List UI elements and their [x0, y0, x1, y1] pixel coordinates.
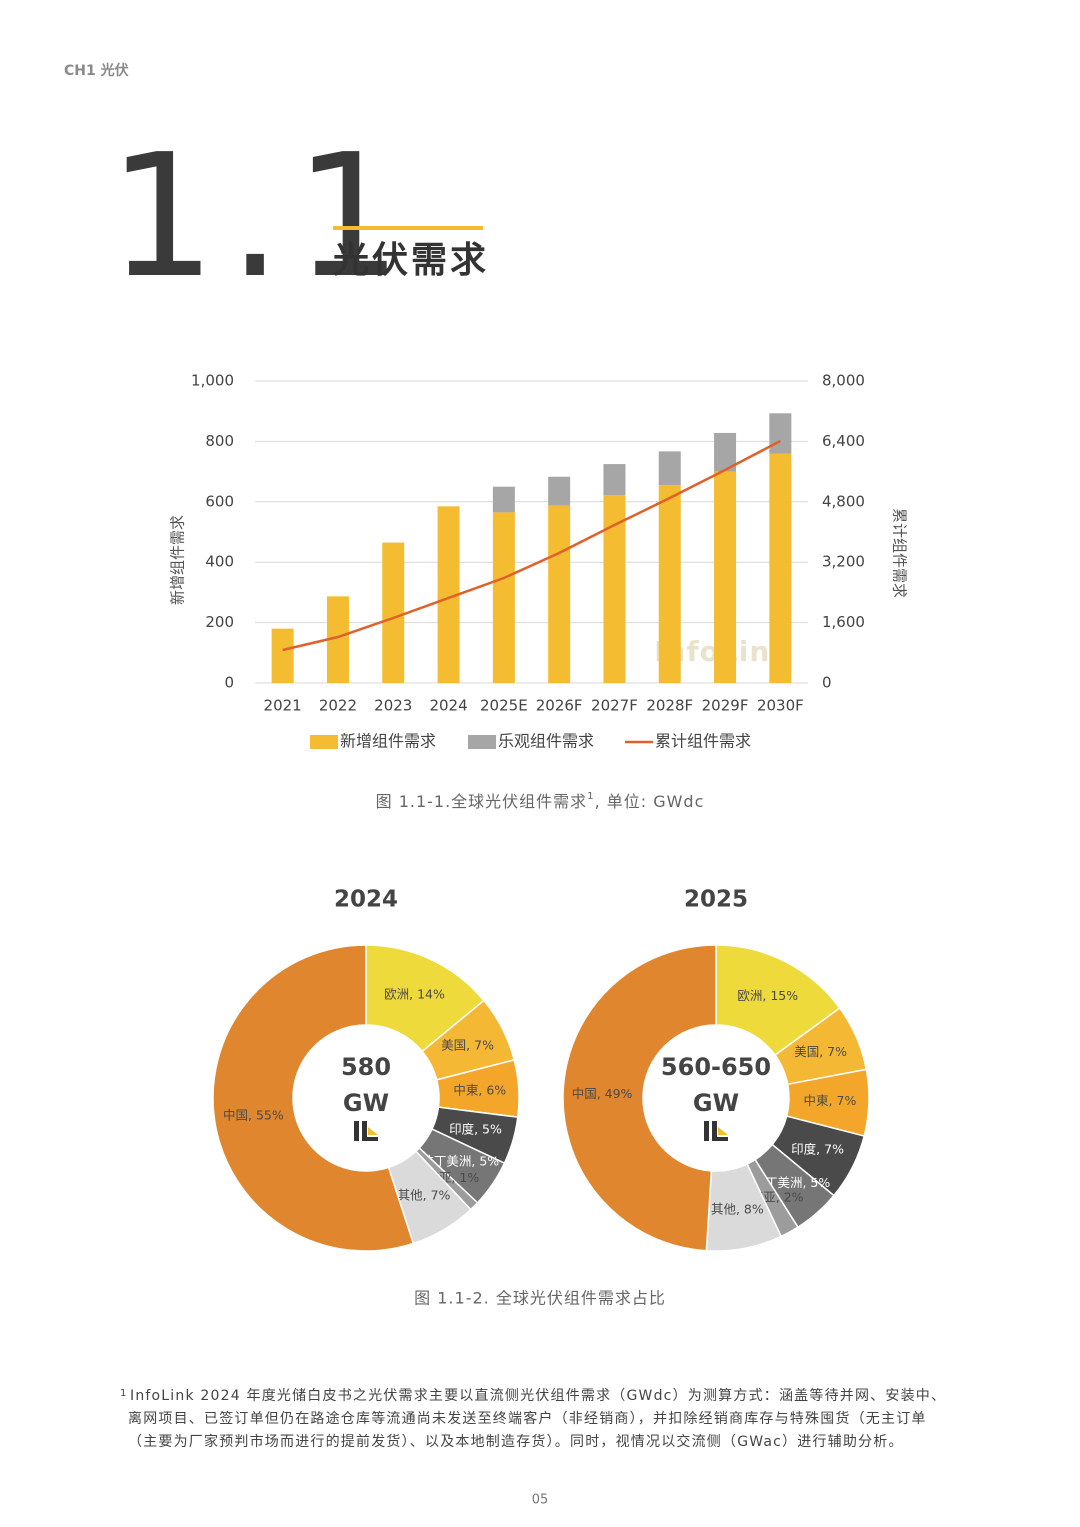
logo-accent: [368, 1127, 378, 1135]
caption-part: , 单位: GWdc: [595, 792, 705, 811]
pie-title: 2024: [334, 887, 398, 913]
bar: [714, 471, 737, 683]
slice-label: 拉丁美洲, 5%: [421, 1154, 499, 1169]
slice-label: 中東, 6%: [453, 1082, 506, 1097]
y2-tick-label: 1,600: [822, 613, 865, 631]
y-tick-label: 1,000: [191, 372, 234, 390]
y-tick-label: 0: [224, 674, 234, 692]
slice-label: 欧洲, 14%: [384, 986, 445, 1001]
slice-label: 中国, 55%: [223, 1107, 284, 1122]
center-text: GW: [343, 1089, 389, 1117]
logo-bar: [704, 1121, 709, 1141]
y2-tick-label: 4,800: [822, 492, 865, 510]
slice-label: 中東, 7%: [804, 1093, 857, 1108]
bar: [658, 451, 681, 486]
pie-title: 2025: [684, 887, 748, 913]
bar: [714, 432, 737, 472]
legend-swatch: [468, 735, 496, 749]
y2-tick-label: 0: [822, 674, 832, 692]
center-logo: [354, 1121, 378, 1141]
caption-part: 1: [587, 791, 594, 802]
footnote-line: （主要为厂家预判市场而进行的提前发货）、以及本地制造存货）。同时，视情况以交流侧…: [128, 1433, 904, 1450]
caption-part: 图 1.1-1.全球光伏组件需求: [376, 792, 588, 811]
bar: [326, 596, 349, 683]
footnote-marker: 1: [120, 1388, 126, 1399]
y-tick-label: 800: [205, 432, 234, 450]
x-tick-label: 2023: [374, 697, 412, 715]
logo-bar: [712, 1137, 728, 1141]
footnote-line: 离网项目、已签订单但仍在路途仓库等流通尚未发送至终端客户（非经销商），并扣除经销…: [128, 1410, 927, 1427]
pie-slice: [212, 944, 415, 1252]
bar: [492, 512, 515, 683]
bar: [271, 628, 294, 683]
x-tick-label: 2030F: [757, 697, 804, 715]
bar: [548, 476, 571, 506]
bar: [548, 505, 571, 683]
logo-bar: [362, 1137, 378, 1141]
y2-tick-label: 6,400: [822, 432, 865, 450]
slice-label: 印度, 7%: [791, 1141, 844, 1156]
section-number: 1.1: [108, 118, 414, 316]
bar: [492, 486, 515, 513]
x-tick-label: 2022: [319, 697, 357, 715]
center-text: 560-650: [661, 1053, 771, 1081]
logo-accent: [718, 1127, 728, 1135]
x-tick-label: 2028F: [646, 697, 693, 715]
bar: [603, 464, 626, 496]
logo-bar: [362, 1121, 367, 1141]
y-tick-label: 400: [205, 553, 234, 571]
slice-label: 欧洲, 15%: [737, 988, 798, 1003]
chapter-label: CH1 光伏: [64, 62, 129, 79]
y-axis-label: 新增组件需求: [169, 515, 187, 605]
pie-slice: [562, 944, 717, 1252]
y2-axis-label: 累计组件需求: [891, 508, 909, 598]
y-tick-label: 600: [205, 492, 234, 510]
x-tick-label: 2021: [264, 697, 302, 715]
legend-label: 新增组件需求: [340, 732, 436, 751]
bar: [603, 495, 626, 683]
y2-tick-label: 8,000: [822, 372, 865, 390]
slice-label: 其他, 8%: [711, 1201, 764, 1216]
slice-label: 美国, 7%: [794, 1044, 847, 1059]
logo-bar: [712, 1121, 717, 1141]
x-tick-label: 2025E: [480, 697, 528, 715]
section-title: 光伏需求: [333, 240, 489, 281]
page-number: 05: [532, 1493, 549, 1508]
y2-tick-label: 3,200: [822, 553, 865, 571]
chart-caption: 图 1.1-1.全球光伏组件需求1, 单位: GWdc: [376, 791, 705, 811]
x-tick-label: 2026F: [536, 697, 583, 715]
slice-label: 其他, 7%: [398, 1188, 451, 1203]
footnote-line: InfoLink 2024 年度光储白皮书之光伏需求主要以直流侧光伏组件需求（G…: [130, 1387, 946, 1404]
slice-label: 印度, 5%: [449, 1121, 502, 1136]
logo-bar: [354, 1121, 359, 1141]
x-tick-label: 2029F: [702, 697, 749, 715]
x-tick-label: 2027F: [591, 697, 638, 715]
cumulative-line: [282, 439, 781, 652]
pie-caption: 图 1.1-2. 全球光伏组件需求占比: [414, 1289, 666, 1308]
center-logo: [704, 1121, 728, 1141]
center-text: GW: [693, 1089, 739, 1117]
bar: [382, 542, 405, 683]
legend-label: 乐观组件需求: [498, 732, 594, 751]
legend-label: 累计组件需求: [655, 732, 751, 751]
x-tick-label: 2024: [429, 697, 467, 715]
slice-label: 美国, 7%: [441, 1038, 494, 1053]
slice-label: 中国, 49%: [572, 1086, 633, 1101]
bar: [437, 506, 460, 683]
center-text: 580: [341, 1053, 391, 1081]
bar: [769, 453, 792, 683]
bar: [769, 413, 792, 454]
bar: [658, 485, 681, 683]
legend-swatch: [310, 735, 338, 749]
y-tick-label: 200: [205, 613, 234, 631]
